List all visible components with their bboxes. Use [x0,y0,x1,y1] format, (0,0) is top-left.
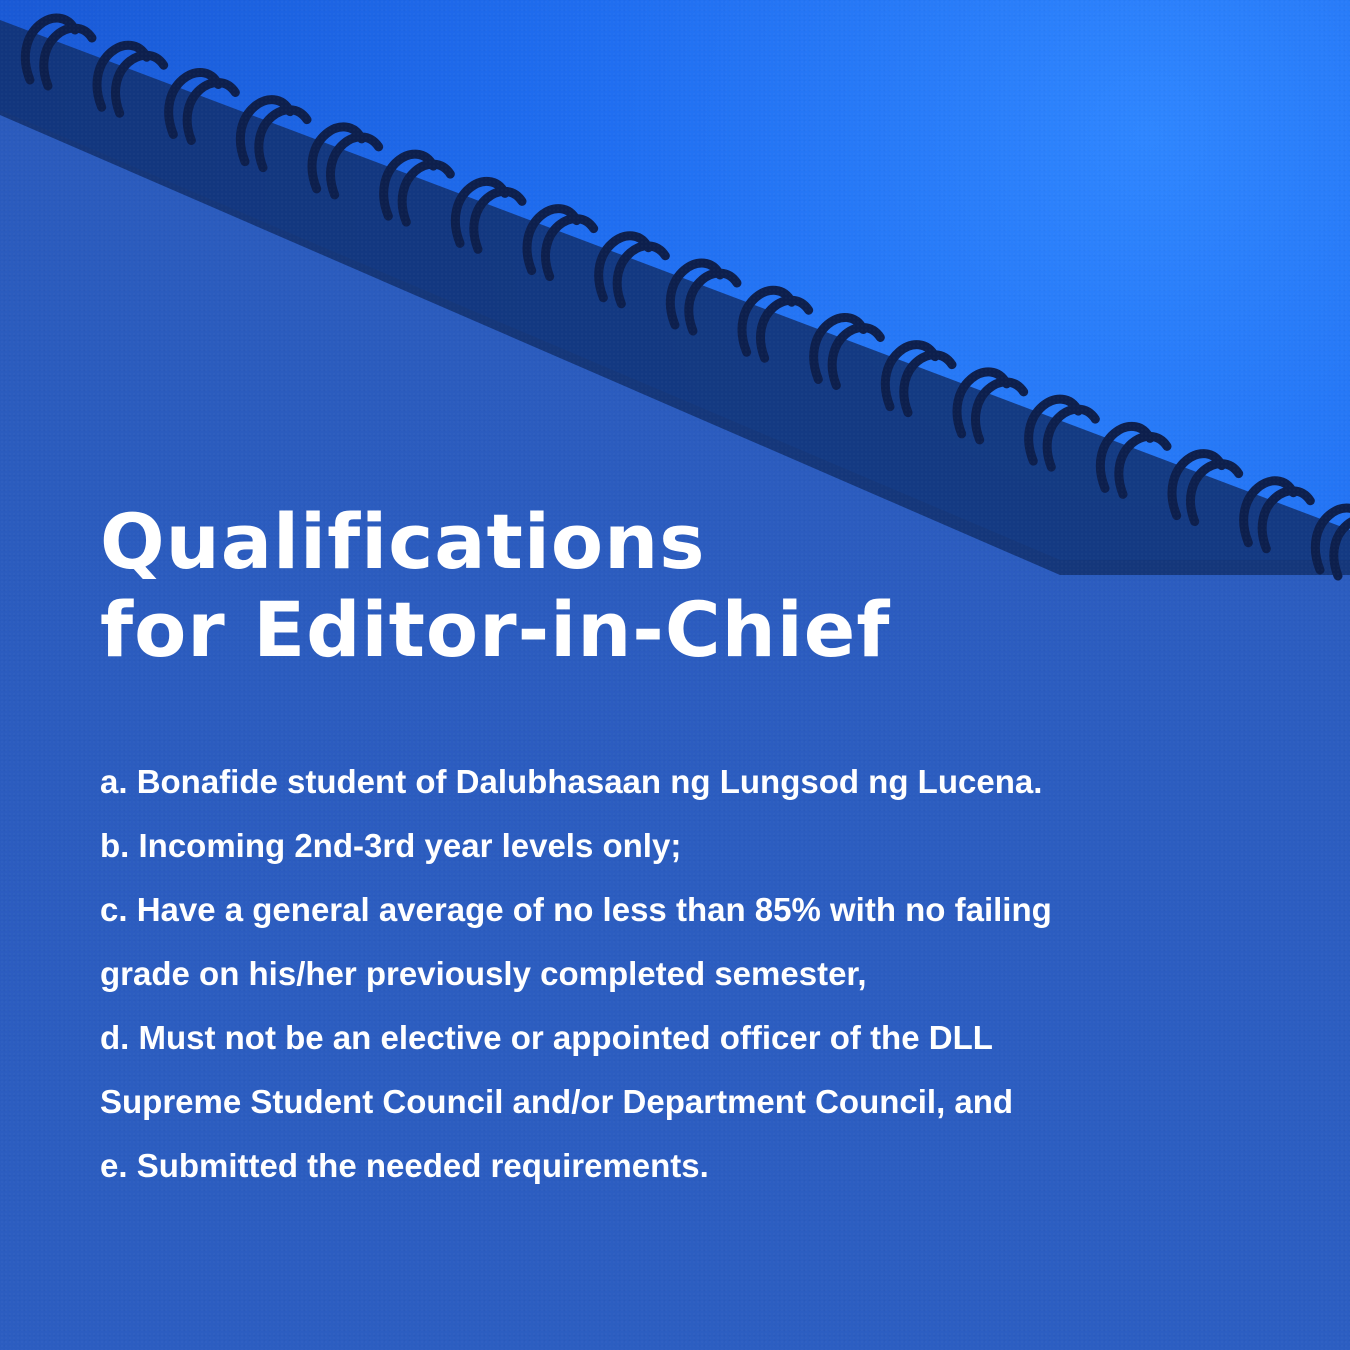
list-item: d. Must not be an elective or appointed … [100,1019,993,1056]
spiral-loop [379,149,455,227]
spiral-loop [307,122,384,200]
spiral-loop [522,204,599,282]
spiral-loop [809,313,885,390]
spiral-loop [1024,394,1100,472]
spiral-loop [1310,503,1350,581]
list-item: Supreme Student Council and/or Departmen… [100,1083,1014,1120]
spiral-loop [1095,422,1172,499]
list-item: e. Submitted the needed requirements. [100,1147,709,1184]
spiral-loop [594,231,670,309]
spiral-loop [952,367,1029,445]
spiral-loop [737,285,814,363]
spiral-loop [235,95,312,173]
page-title: Qualifications for Editor-in-Chief [100,498,890,674]
spiral-loop [665,258,742,336]
spiral-loop [164,68,240,145]
spiral-loop [1239,476,1315,554]
spiral-loop [1167,449,1244,527]
title-line-2: for Editor-in-Chief [100,585,891,674]
list-item: b. Incoming 2nd-3rd year levels only; [100,827,682,864]
qualifications-list: a. Bonafide student of Dalubhasaan ng Lu… [100,750,1300,1198]
spiral-loop [880,340,957,418]
spiral-loop [450,177,527,254]
list-item: a. Bonafide student of Dalubhasaan ng Lu… [100,763,1043,800]
list-item: c. Have a general average of no less tha… [100,891,1052,928]
title-line-1: Qualifications [100,497,706,586]
spiral-loop [92,40,169,118]
spiral-loop [20,13,97,91]
list-item: grade on his/her previously completed se… [100,955,867,992]
